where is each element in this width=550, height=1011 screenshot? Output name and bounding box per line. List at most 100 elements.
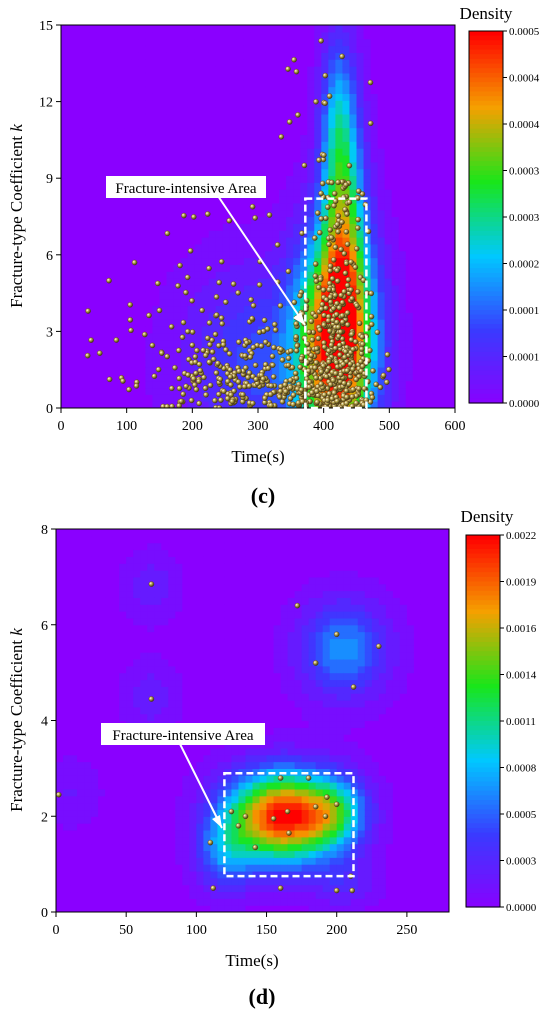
density-cell: [215, 291, 224, 300]
density-cell: [314, 291, 322, 300]
density-cell: [91, 617, 99, 626]
colorbar-segment: [469, 82, 503, 88]
density-cell: [286, 72, 294, 81]
density-cell: [384, 93, 393, 101]
density-cell: [356, 168, 365, 177]
density-cell: [426, 100, 435, 108]
data-point: [293, 347, 300, 354]
density-cell: [440, 45, 449, 53]
density-cell: [307, 134, 315, 142]
data-point: [338, 246, 344, 253]
density-cell: [133, 768, 141, 776]
density-cell: [236, 237, 245, 245]
density-cell: [180, 237, 189, 245]
density-cell: [119, 898, 127, 906]
density-cell: [75, 373, 83, 382]
density-cell: [335, 120, 344, 129]
density-cell: [349, 148, 358, 156]
density-cell: [426, 59, 435, 67]
density-cell: [61, 264, 69, 272]
density-cell: [89, 86, 97, 94]
density-cell: [103, 257, 111, 265]
density-cell: [377, 257, 386, 265]
density-cell: [194, 230, 203, 238]
density-cell: [77, 713, 85, 722]
data-point: [336, 342, 343, 348]
data-point: [368, 313, 375, 320]
density-cell: [61, 161, 69, 170]
density-cell: [433, 325, 442, 334]
density-cell: [68, 72, 76, 81]
density-cell: [56, 816, 64, 824]
colorbar-segment: [469, 31, 503, 37]
data-point: [278, 346, 284, 353]
density-cell: [110, 86, 118, 94]
data-point: [168, 323, 175, 330]
density-cell: [222, 93, 231, 101]
density-cell: [293, 141, 301, 149]
density-cell: [370, 113, 379, 122]
density-cell: [154, 693, 162, 701]
density-cell: [126, 529, 134, 537]
density-cell: [138, 366, 147, 375]
density-cell: [433, 339, 442, 348]
density-cell: [133, 631, 141, 640]
density-cell: [398, 257, 407, 265]
density-cell: [286, 168, 294, 177]
density-cell: [110, 141, 118, 149]
density-cell: [398, 52, 407, 60]
density-cell: [96, 72, 104, 81]
density-cell: [159, 52, 168, 60]
density-cell: [89, 195, 97, 204]
density-cell: [265, 175, 273, 183]
density-cell: [356, 284, 365, 293]
density-cell: [236, 312, 245, 320]
density-cell: [440, 332, 449, 341]
density-cell: [110, 278, 118, 286]
density-cell: [412, 278, 421, 286]
density-cell: [91, 782, 99, 790]
density-cell: [110, 284, 118, 293]
density-cell: [119, 665, 127, 674]
density-cell: [300, 346, 308, 354]
data-point: [324, 397, 331, 403]
density-cell: [126, 754, 134, 763]
density-cell: [215, 237, 224, 245]
density-cell: [173, 72, 182, 81]
density-cell: [342, 86, 351, 94]
density-cell: [328, 120, 336, 129]
density-cell: [440, 291, 449, 300]
density-cell: [75, 202, 83, 211]
density-cell: [194, 100, 203, 108]
density-cell: [84, 658, 92, 667]
density-cell: [412, 223, 421, 231]
heatmap-d: [56, 529, 449, 912]
density-cell: [126, 864, 134, 872]
density-cell: [140, 891, 148, 899]
density-cell: [110, 195, 118, 204]
density-cell: [447, 31, 455, 40]
density-cell: [377, 59, 386, 67]
density-cell: [300, 45, 308, 53]
density-cell: [147, 816, 155, 824]
density-cell: [440, 373, 449, 382]
density-cell: [131, 216, 139, 224]
density-cell: [91, 747, 99, 756]
density-cell: [300, 141, 308, 149]
density-cell: [265, 134, 273, 142]
colorbar-segment: [469, 323, 503, 330]
density-cell: [412, 291, 421, 300]
data-point: [345, 276, 352, 283]
density-cell: [194, 332, 203, 341]
density-cell: [342, 93, 351, 101]
density-cell: [236, 127, 245, 136]
density-cell: [145, 339, 154, 348]
density-cell: [250, 346, 259, 354]
density-cell: [363, 52, 372, 60]
density-cell: [222, 120, 231, 129]
density-cell: [63, 583, 71, 592]
data-point: [218, 315, 225, 321]
density-cell: [166, 305, 175, 313]
density-cell: [391, 168, 400, 177]
density-cell: [140, 645, 148, 653]
